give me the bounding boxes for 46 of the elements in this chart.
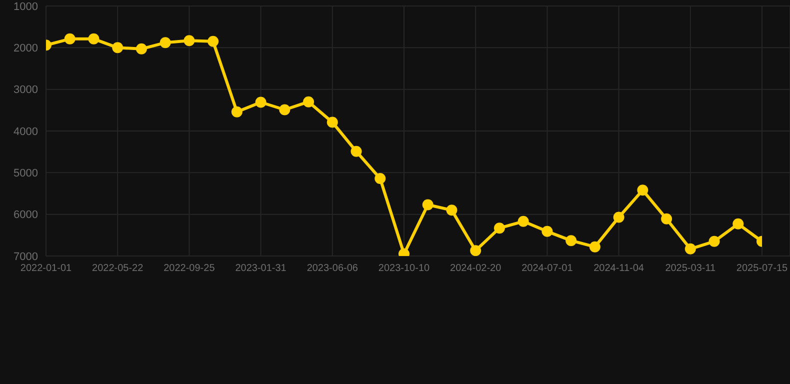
point — [112, 42, 124, 54]
x-tick-label: 2022-05-22 — [92, 263, 144, 274]
point — [326, 116, 338, 128]
point — [732, 218, 744, 230]
y-tick-label: 1000 — [14, 0, 38, 13]
point — [637, 184, 648, 196]
point — [684, 243, 696, 254]
point — [661, 213, 672, 224]
point — [88, 33, 100, 44]
x-tick-label: 2025-07-15 — [736, 263, 788, 274]
x-tick-label: 2022-09-25 — [164, 263, 216, 274]
x-tick-label: 2023-06-06 — [306, 263, 358, 274]
x-tick-label: 2022-01-01 — [20, 263, 72, 274]
point — [708, 236, 720, 247]
x-tick-label: 2024-07-01 — [522, 263, 574, 274]
point — [542, 226, 553, 237]
point — [613, 212, 624, 223]
x-tick-label: 2024-02-20 — [450, 263, 502, 274]
x-tick-label: 2023-10-10 — [378, 263, 430, 274]
point — [566, 235, 577, 246]
y-tick-label: 6000 — [14, 209, 38, 222]
point — [160, 37, 171, 48]
point — [184, 35, 195, 46]
point — [470, 245, 482, 256]
point — [208, 36, 219, 47]
point — [303, 96, 314, 108]
y-tick-label: 4000 — [14, 126, 38, 138]
point — [422, 199, 434, 210]
y-tick-label: 7000 — [14, 250, 38, 263]
point — [279, 104, 290, 116]
y-tick-label: 3000 — [14, 84, 38, 96]
x-tick-label: 2024-11-04 — [594, 263, 644, 274]
x-tick-label: 2023-01-31 — [235, 263, 287, 274]
y-tick-label: 5000 — [14, 168, 38, 180]
point — [231, 106, 242, 118]
point — [589, 241, 600, 252]
point — [446, 204, 458, 216]
point — [494, 222, 505, 234]
point — [374, 173, 386, 184]
point — [136, 43, 147, 54]
point — [64, 33, 76, 44]
y-tick-label: 2000 — [14, 42, 38, 55]
point — [518, 216, 529, 227]
point — [255, 96, 266, 108]
x-tick-label: 2025-03-11 — [665, 263, 716, 274]
point — [350, 146, 362, 157]
